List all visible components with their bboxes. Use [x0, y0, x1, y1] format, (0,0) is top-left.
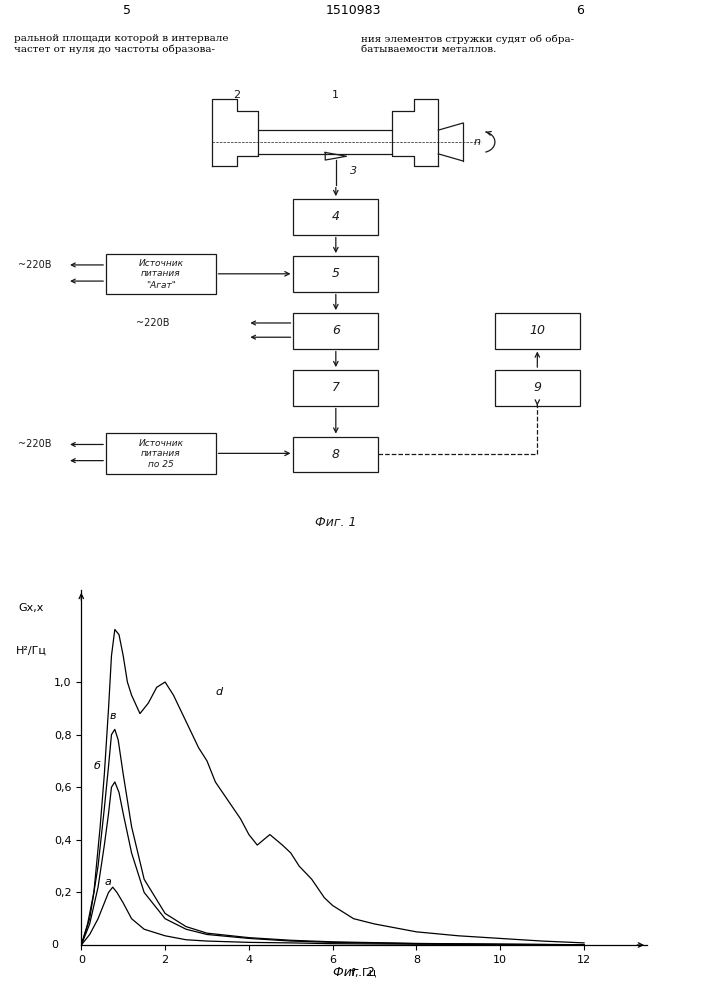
Text: Gx,x: Gx,x [18, 603, 44, 613]
Text: Фиг. 1: Фиг. 1 [315, 516, 356, 528]
Bar [106, 254, 216, 294]
Text: 10: 10 [530, 324, 545, 337]
Bar [293, 199, 378, 235]
Text: Фиг. 2: Фиг. 2 [333, 966, 374, 978]
Text: 4: 4 [332, 210, 340, 223]
Text: 6: 6 [332, 324, 340, 337]
Text: 8: 8 [332, 448, 340, 461]
Text: ральной площади которой в интервале
частет от нуля до частоты образова-: ральной площади которой в интервале част… [14, 34, 228, 54]
Text: 5: 5 [332, 267, 340, 280]
Text: 0: 0 [52, 940, 58, 950]
Text: Источник: Источник [139, 439, 183, 448]
Bar [106, 433, 216, 474]
Bar [293, 370, 378, 406]
Text: "Агат": "Агат" [146, 281, 176, 290]
Text: 1510983: 1510983 [326, 4, 381, 17]
Text: питания: питания [141, 269, 181, 278]
Text: в: в [110, 711, 116, 721]
Text: Источник: Источник [139, 259, 183, 268]
Text: a: a [105, 877, 111, 887]
Bar [495, 313, 580, 349]
Bar [293, 436, 378, 472]
Bar [495, 370, 580, 406]
Text: 2: 2 [233, 90, 240, 100]
Text: 9: 9 [533, 381, 542, 394]
Text: ~220В: ~220В [136, 318, 170, 328]
Text: питания: питания [141, 449, 181, 458]
Text: n: n [474, 137, 481, 147]
Bar [293, 313, 378, 349]
Text: по 25: по 25 [148, 460, 174, 469]
Text: ~220В: ~220В [18, 260, 51, 270]
Text: d: d [216, 687, 223, 697]
Text: 1: 1 [332, 90, 339, 100]
Text: 5: 5 [123, 4, 132, 17]
Text: 3: 3 [350, 165, 357, 176]
Text: ния элементов стружки судят об обра-
батываемости металлов.: ния элементов стружки судят об обра- бат… [361, 34, 573, 54]
X-axis label: f, Гц: f, Гц [351, 968, 377, 978]
Text: б: б [94, 761, 101, 771]
Bar [293, 256, 378, 292]
Text: 7: 7 [332, 381, 340, 394]
Text: Н²/Гц: Н²/Гц [16, 645, 47, 655]
Text: ~220В: ~220В [18, 439, 51, 449]
Text: 6: 6 [575, 4, 584, 17]
